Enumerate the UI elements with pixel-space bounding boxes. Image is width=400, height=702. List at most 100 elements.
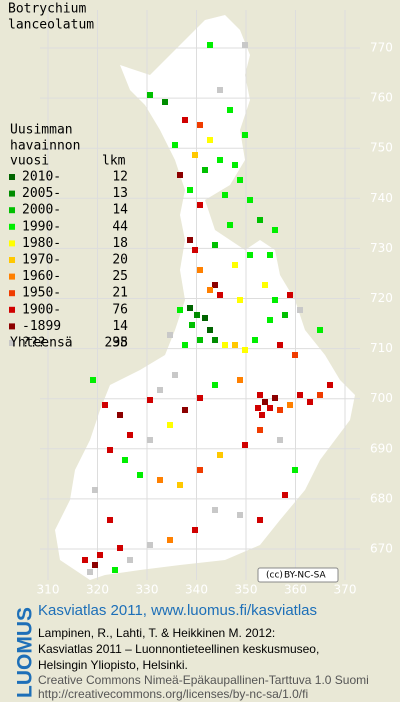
observation-cell — [287, 292, 293, 298]
legend-count: 13 — [112, 186, 128, 201]
luomus-logo: LUOMUS — [14, 607, 34, 698]
observation-cell — [257, 392, 263, 398]
y-label: 750 — [370, 141, 393, 155]
observation-cell — [247, 252, 253, 258]
observation-cell — [197, 122, 203, 128]
y-label: 730 — [370, 241, 393, 255]
observation-cell — [212, 382, 218, 388]
observation-cell — [189, 322, 195, 328]
observation-cell — [107, 447, 113, 453]
legend-swatch — [9, 240, 15, 247]
y-label: 710 — [370, 341, 393, 355]
observation-cell — [267, 405, 273, 411]
observation-cell — [232, 342, 238, 348]
atlas-link[interactable]: Kasviatlas 2011, www.luomus.fi/kasviatla… — [38, 602, 318, 619]
license: Creative Commons Nimeä-Epäkaupallinen-Ta… — [38, 673, 369, 701]
observation-cell — [232, 262, 238, 268]
legend-count: 14 — [112, 319, 128, 334]
observation-cell — [107, 517, 113, 523]
legend-heading: Uusimman — [10, 123, 73, 138]
observation-cell — [255, 405, 261, 411]
observation-cell — [272, 227, 278, 233]
observation-cell — [112, 567, 118, 573]
legend-swatch — [9, 223, 15, 230]
observation-cell — [82, 557, 88, 563]
observation-cell — [282, 492, 288, 498]
observation-cell — [192, 247, 198, 253]
legend-count: 76 — [112, 302, 128, 317]
observation-cell — [187, 305, 193, 311]
legend-count: 12 — [112, 170, 128, 185]
observation-cell — [277, 342, 283, 348]
observation-cell — [197, 202, 203, 208]
legend-label: 2010- — [22, 170, 61, 185]
legend-heading: vuosi — [10, 154, 49, 169]
observation-cell — [257, 517, 263, 523]
license-line[interactable]: http://creativecommons.org/licenses/by-n… — [38, 687, 309, 701]
legend-swatch — [9, 340, 15, 346]
observation-cell — [222, 192, 228, 198]
observation-cell — [157, 477, 163, 483]
observation-cell — [207, 287, 213, 293]
legend-swatch — [9, 207, 15, 214]
legend-label: 1970- — [22, 253, 61, 268]
legend-label: 1990- — [22, 219, 61, 234]
observation-cell — [147, 92, 153, 98]
legend-swatch — [9, 190, 15, 197]
y-label: 690 — [370, 441, 393, 455]
species-name: lanceolatum — [8, 18, 94, 33]
observation-cell — [167, 332, 173, 338]
legend-count: 14 — [112, 203, 128, 218]
observation-cell — [122, 457, 128, 463]
legend-label: -1899 — [22, 319, 61, 334]
legend-label: ??? — [22, 336, 45, 351]
observation-cell — [197, 395, 203, 401]
observation-cell — [222, 342, 228, 348]
observation-cell — [147, 437, 153, 443]
legend-label: 1960- — [22, 269, 61, 284]
legend-count: 20 — [112, 253, 128, 268]
observation-cell — [207, 42, 213, 48]
observation-cell — [292, 467, 298, 473]
observation-cell — [192, 527, 198, 533]
legend-swatch — [9, 323, 15, 330]
observation-cell — [177, 172, 183, 178]
cc-logo: (cc) — [266, 571, 283, 581]
observation-cell — [97, 552, 103, 558]
legend-swatch — [9, 290, 15, 297]
observation-cell — [162, 99, 168, 105]
observation-cell — [242, 42, 248, 48]
observation-cell — [227, 107, 233, 113]
observation-cell — [237, 512, 243, 518]
observation-cell — [272, 395, 278, 401]
observation-cell — [237, 377, 243, 383]
observation-cell — [147, 542, 153, 548]
y-label: 670 — [370, 542, 393, 556]
observation-cell — [277, 407, 283, 413]
citation-line: Helsingin Yliopisto, Helsinki. — [38, 658, 188, 672]
observation-cell — [317, 392, 323, 398]
x-label: 330 — [136, 583, 159, 597]
legend-label: 1980- — [22, 236, 61, 251]
observation-cell — [217, 452, 223, 458]
citation-line: Kasviatlas 2011 – Luonnontieteellinen ke… — [38, 642, 320, 656]
x-label: 360 — [284, 583, 307, 597]
total-count: 295 — [105, 336, 128, 351]
total-label: Yhteensä — [10, 336, 73, 351]
observation-cell — [212, 337, 218, 343]
legend-count: 44 — [112, 219, 128, 234]
observation-cell — [202, 315, 208, 321]
logo: LUOMUS — [14, 607, 34, 698]
observation-cell — [87, 569, 93, 575]
observation-cell — [282, 312, 288, 318]
observation-cell — [187, 237, 193, 243]
legend-swatch — [9, 174, 15, 180]
observation-cell — [297, 307, 303, 313]
observation-cell — [267, 317, 273, 323]
observation-cell — [157, 387, 163, 393]
observation-cell — [197, 467, 203, 473]
legend-swatch — [9, 273, 15, 280]
legend-label: 2005- — [22, 186, 61, 201]
observation-cell — [272, 297, 278, 303]
x-label: 350 — [235, 583, 258, 597]
